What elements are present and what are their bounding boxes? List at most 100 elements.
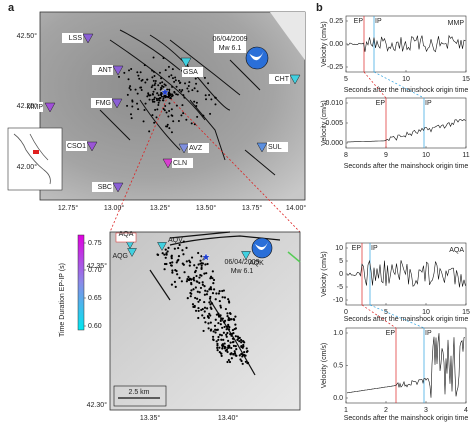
epicenter [246,362,249,365]
epicenter [190,122,193,125]
station-label: SUL [268,144,282,151]
epicenter [144,81,147,84]
epicenter [238,340,241,343]
x-tick-label: 12.75° [58,204,79,212]
epicenter [154,80,157,83]
epicenter [131,100,134,103]
epicenter [222,344,225,347]
epicenter [168,127,171,130]
epicenter [189,295,192,298]
epicenter [188,81,191,84]
y-tick-label: -0.25 [327,64,343,71]
epicenter [207,327,210,330]
epicenter [157,101,160,104]
epicenter [126,104,129,107]
station [157,242,167,252]
epicenter [151,114,154,117]
epicenter [228,346,231,349]
station-label: AVZ [189,145,203,152]
epicenter [220,338,223,341]
mainshock [160,87,170,97]
station-label: GSA [183,69,198,76]
epicenter [198,298,201,302]
epicenter [164,95,167,98]
epicenter [216,342,219,346]
map-a [39,11,306,201]
epicenter [195,105,198,108]
epicenter [223,319,227,322]
epicenter [170,264,173,267]
epicenter [197,251,200,255]
epicenter [210,98,213,101]
epicenter [218,346,221,349]
epicenter [215,292,218,295]
sea [270,12,305,60]
epicenter [234,315,237,318]
epicenter [163,253,166,256]
epicenter [173,90,176,93]
y-tick-label: 42.30° [87,401,108,409]
station-label: AQK [249,260,264,267]
epicenter [219,304,222,307]
epicenter [129,85,132,88]
epicenter [219,306,223,309]
epicenter [189,261,192,264]
x-tick-label: 13.75° [242,204,263,212]
study-area [33,150,39,154]
epicenter [151,98,154,101]
label-box [182,67,203,77]
epicenter [209,112,212,115]
epicenter [217,338,220,341]
plot-frame [345,97,467,149]
epicenter [205,293,209,296]
epicenter [154,82,157,85]
scale-label: 2.5 km [128,389,149,396]
epicenter [168,88,171,91]
epicenter [244,360,247,363]
epicenter [151,100,154,103]
epicenter [182,94,185,97]
epicenter [240,341,243,344]
station-label: CLN [173,160,187,167]
epicenter [134,88,137,91]
epicenter [202,114,205,117]
zoom-line [167,95,301,233]
epicenter [178,89,181,92]
epicenter [139,71,142,74]
epicenter [182,112,185,115]
epicenter [224,349,227,352]
epicenter [242,345,245,348]
epicenter [175,269,178,273]
epicenter [208,288,211,291]
epicenter [168,110,171,113]
panel-label: b [316,2,323,14]
epicenter [161,252,164,255]
epicenter [187,85,190,88]
epicenter [209,314,212,317]
epicenter [170,255,173,258]
epicenter [190,256,194,259]
station [241,251,251,261]
epicenter [156,92,159,95]
epicenter [216,348,219,352]
epicenter [225,335,228,338]
y-tick-label: -5 [337,284,343,291]
epicenter [136,102,139,105]
epicenter [226,331,229,335]
epicenter [214,328,217,331]
label-box [91,98,112,108]
epicenter [142,120,145,123]
epicenter [201,283,204,286]
epicenter [185,280,188,283]
colorbar-tick-label: 0.70 [88,267,102,274]
epicenter [194,286,197,289]
epicenter [170,283,174,286]
epicenter [182,253,185,256]
epicenter [117,75,120,78]
epicenter [226,360,229,364]
epicenter [196,115,199,118]
epicenter [205,98,208,101]
epicenter [217,335,220,339]
epicenter [191,89,194,92]
